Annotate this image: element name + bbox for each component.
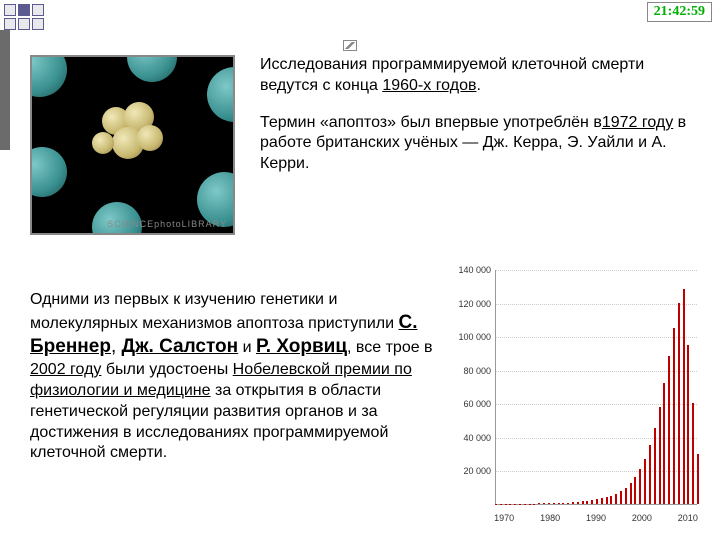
y-axis-label: 60 000 [451,399,491,409]
gridline [496,404,697,405]
paragraph-1: Исследования программируемой клеточной с… [260,55,700,97]
chart-bar [634,477,636,504]
chart-bar [610,496,612,504]
gridline [496,438,697,439]
chart-bar [639,469,641,504]
x-axis-label: 2010 [678,513,698,523]
x-axis-label: 1980 [540,513,560,523]
top-text-block: Исследования программируемой клеточной с… [260,55,700,191]
chart-bar [548,503,550,504]
chart-bar [630,483,632,504]
side-stripe [0,30,10,150]
chart-bar [558,503,560,504]
chart-bar [586,501,588,504]
chart-bar [649,445,651,504]
link-1960s[interactable]: 1960-х годов [382,77,476,94]
bottom-text-block: Одними из первых к изучению генетики и м… [30,290,440,464]
chart-bar [606,497,608,504]
gridline [496,270,697,271]
link-2002[interactable]: 2002 году [30,361,101,378]
chart-bar [582,501,584,504]
microscopy-image: SCIENCEphotoLIBRARY [30,55,235,235]
gridline [496,471,697,472]
link-1972[interactable]: 1972 году [602,114,673,131]
gridline [496,304,697,305]
image-watermark: SCIENCEphotoLIBRARY [107,219,227,229]
chart-bar [572,502,574,504]
chart-bar [663,383,665,504]
clock-display: 21:42:59 [647,2,712,22]
gridline [496,371,697,372]
chart-bar [654,428,656,504]
chart-bar [692,403,694,504]
y-axis-label: 80 000 [451,366,491,376]
chart-bar [562,503,564,504]
x-axis-label: 2000 [632,513,652,523]
chart-bar [644,459,646,504]
publications-chart: 140 000 120 000 100 000 80 000 60 000 40 000 2… [450,265,705,525]
chart-bar [683,289,685,504]
link-sulston[interactable]: Дж. Салстон [122,336,239,357]
chart-bar [596,499,598,504]
chart-bar [533,504,535,505]
chart-bar [659,407,661,504]
link-horvitz[interactable]: Р. Хорвиц [256,336,347,357]
chart-bar [567,503,569,505]
chart-bar [543,503,545,504]
y-axis-label: 120 000 [451,299,491,309]
chart-bar [625,488,627,504]
chart-bar [673,328,675,504]
x-axis-label: 1970 [494,513,514,523]
image-placeholder-icon [343,40,357,51]
corner-decoration [4,4,44,30]
chart-bar [678,303,680,504]
y-axis-label: 140 000 [451,265,491,275]
gridline [496,337,697,338]
chart-plot-area [495,270,697,505]
chart-bar [620,491,622,504]
chart-bar [538,503,540,504]
y-axis-label: 40 000 [451,433,491,443]
paragraph-2: Термин «апоптоз» был впервые употреблён … [260,113,700,175]
x-axis-label: 1990 [586,513,606,523]
chart-bar [577,502,579,504]
y-axis-label: 100 000 [451,332,491,342]
chart-bar [668,356,670,504]
chart-bar [615,494,617,504]
chart-bar [687,345,689,504]
chart-bar [591,500,593,504]
y-axis-label: 20 000 [451,466,491,476]
chart-bar [601,498,603,504]
chart-bar [553,503,555,504]
chart-bar [697,454,699,504]
